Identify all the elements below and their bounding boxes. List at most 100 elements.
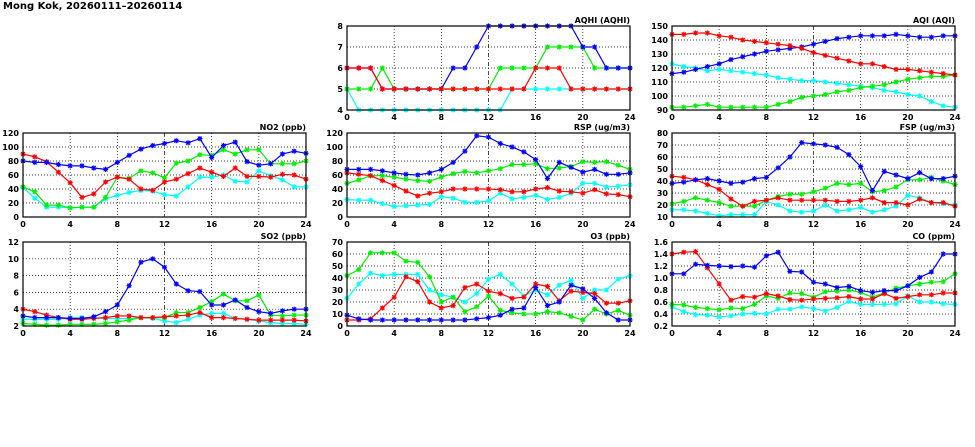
data-point-marker	[917, 281, 923, 287]
data-point-marker	[917, 274, 923, 280]
y-tick-label: 4	[337, 106, 343, 115]
data-point-marker	[728, 264, 734, 270]
data-point-marker	[568, 44, 574, 50]
data-point-marker	[279, 313, 286, 319]
data-point-marker	[905, 202, 911, 208]
data-point-marker	[391, 271, 397, 277]
data-point-marker	[485, 86, 492, 92]
y-tick-label: 0.6	[654, 298, 669, 307]
data-point-marker	[704, 176, 710, 182]
x-tick-label: 24	[624, 113, 636, 122]
data-point-marker	[114, 174, 120, 180]
data-point-marker	[220, 310, 227, 316]
data-point-marker	[869, 33, 876, 39]
data-point-marker	[279, 317, 286, 323]
data-point-marker	[799, 304, 805, 310]
data-point-marker	[787, 268, 793, 274]
data-point-marker	[197, 152, 203, 158]
data-point-marker	[426, 287, 433, 293]
data-point-marker	[438, 317, 444, 323]
data-point-marker	[716, 178, 722, 184]
data-point-marker	[704, 64, 710, 70]
data-point-marker	[810, 93, 817, 99]
data-point-marker	[615, 162, 621, 168]
data-point-marker	[716, 66, 722, 72]
chart-o3: O3 (ppb) 0 10 20 30 40 50 60 70 0 4 8 12 16 20 24	[332, 232, 636, 338]
data-point-marker	[403, 317, 409, 323]
y-tick-label: 80	[657, 129, 669, 138]
data-point-marker	[751, 104, 758, 110]
data-point-marker	[846, 82, 852, 88]
data-point-marker	[114, 302, 120, 308]
data-point-marker	[114, 313, 120, 319]
x-tick-label: 8	[439, 220, 445, 229]
x-tick-label: 20	[902, 329, 914, 338]
data-point-marker	[740, 37, 746, 43]
data-point-marker	[220, 147, 227, 153]
data-point-marker	[568, 313, 574, 319]
data-point-marker	[810, 197, 817, 203]
chart-title: SO2 (ppb)	[261, 232, 306, 241]
data-point-marker	[763, 291, 769, 297]
data-point-marker	[438, 86, 444, 92]
data-point-marker	[485, 168, 492, 174]
data-point-marker	[379, 273, 385, 279]
data-point-marker	[704, 30, 710, 36]
data-point-marker	[858, 180, 864, 186]
data-point-marker	[521, 86, 527, 92]
data-point-marker	[43, 322, 50, 328]
data-point-marker	[379, 168, 385, 174]
data-point-marker	[799, 297, 805, 303]
data-point-marker	[822, 308, 828, 314]
data-point-marker	[497, 187, 503, 193]
chart-title: RSP (ug/m3)	[574, 123, 630, 132]
series-2	[344, 170, 633, 200]
data-point-marker	[869, 188, 876, 194]
data-point-marker	[126, 283, 132, 289]
y-tick-label: 0.2	[654, 322, 668, 331]
data-point-marker	[799, 191, 805, 197]
data-point-marker	[763, 48, 769, 54]
data-point-marker	[356, 171, 362, 177]
data-point-marker	[126, 176, 132, 182]
data-point-marker	[426, 201, 433, 207]
data-point-marker	[763, 197, 769, 203]
data-point-marker	[474, 186, 480, 192]
data-point-marker	[232, 151, 238, 157]
data-point-marker	[220, 315, 227, 321]
data-point-marker	[858, 301, 864, 307]
data-point-marker	[592, 44, 598, 50]
data-point-marker	[356, 166, 362, 172]
data-point-marker	[450, 303, 456, 309]
data-point-marker	[592, 291, 598, 297]
data-point-marker	[256, 147, 262, 153]
data-point-marker	[834, 180, 840, 186]
data-point-marker	[592, 295, 598, 301]
data-point-marker	[787, 306, 793, 312]
data-point-marker	[704, 101, 710, 107]
data-point-marker	[32, 159, 38, 165]
data-point-marker	[197, 174, 203, 180]
data-point-marker	[438, 299, 444, 305]
data-point-marker	[497, 65, 503, 71]
data-point-marker	[485, 276, 492, 282]
data-point-marker	[91, 321, 97, 327]
data-point-marker	[846, 198, 852, 204]
x-tick-label: 8	[439, 329, 445, 338]
data-point-marker	[55, 169, 61, 175]
data-point-marker	[681, 179, 687, 185]
series-1	[20, 147, 309, 211]
data-point-marker	[244, 173, 250, 179]
data-point-marker	[197, 309, 203, 316]
data-point-marker	[763, 253, 769, 259]
data-point-marker	[533, 285, 539, 291]
data-point-marker	[256, 162, 262, 168]
series-3	[669, 140, 958, 194]
data-point-marker	[822, 202, 828, 208]
data-point-marker	[462, 186, 468, 192]
data-point-marker	[114, 319, 120, 325]
data-point-marker	[858, 288, 864, 294]
data-point-marker	[928, 299, 935, 305]
y-tick-label: 7	[337, 43, 343, 52]
data-point-marker	[291, 184, 297, 190]
